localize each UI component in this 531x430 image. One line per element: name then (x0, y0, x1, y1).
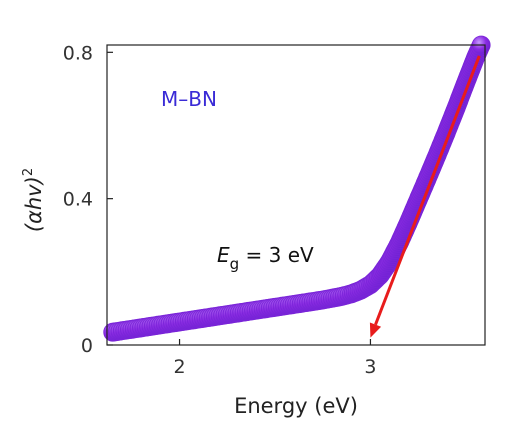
tick-labels: 2 3 0 0.4 0.8 (63, 42, 377, 378)
y-axis-title: (αhv)2 (21, 168, 46, 232)
bandgap-annotation: Eg = 3 eV (217, 243, 314, 273)
data-markers (103, 35, 491, 342)
bandgap-value: = 3 eV (239, 243, 314, 267)
series-label: M–BN (161, 87, 217, 111)
x-axis-title: Energy (eV) (234, 394, 358, 418)
tangent-arrow (369, 55, 481, 338)
y-tick-label: 0.4 (63, 189, 93, 211)
arrow-shaft (374, 55, 481, 326)
plot-frame (106, 44, 486, 346)
y-tick-label: 0 (81, 335, 93, 357)
axis-ticks (107, 51, 372, 346)
x-tick-label: 3 (364, 356, 376, 378)
y-axis-title-exponent: 2 (21, 168, 36, 176)
x-tick-label: 2 (173, 356, 185, 378)
bandgap-subscript: g (230, 255, 240, 273)
arrow-head (369, 322, 382, 338)
y-tick-label: 0.8 (63, 42, 93, 64)
